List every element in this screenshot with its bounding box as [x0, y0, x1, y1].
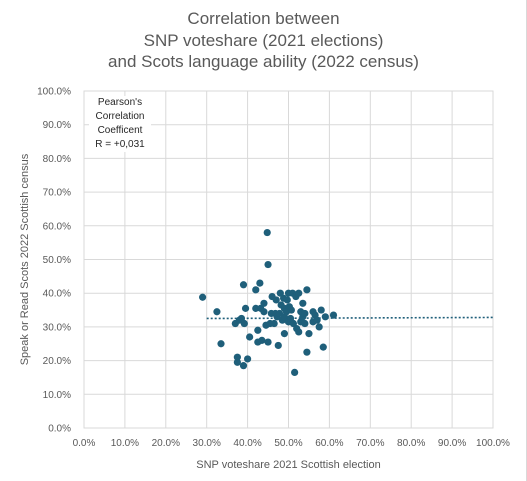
- data-point: [263, 228, 271, 237]
- plot-area-frame: [83, 90, 494, 429]
- data-point: [233, 358, 241, 366]
- y-tick-label: 0.0%: [48, 424, 71, 435]
- y-tick-label: 80.0%: [43, 154, 71, 165]
- data-point: [313, 316, 321, 324]
- y-tick-label: 100.0%: [37, 87, 71, 98]
- x-tick-label: 90.0%: [438, 438, 466, 449]
- data-point: [264, 338, 272, 346]
- y-tick-label: 40.0%: [43, 289, 71, 300]
- data-point: [241, 304, 250, 312]
- data-point: [199, 293, 207, 301]
- data-point: [270, 319, 278, 328]
- y-axis-ticks: 0.0% 10.0% 20.0% 30.0% 40.0% 50.0% 60.0% 70.0% 8…: [37, 87, 71, 435]
- data-point: [287, 306, 295, 314]
- data-point: [264, 260, 272, 269]
- y-tick-label: 10.0%: [43, 390, 71, 401]
- data-point: [258, 336, 266, 344]
- data-point: [244, 355, 252, 363]
- x-tick-label: 20.0%: [152, 438, 180, 449]
- annotation-line-4: R = +0,031: [95, 139, 145, 150]
- data-point: [303, 286, 311, 294]
- x-tick-label: 30.0%: [193, 438, 221, 449]
- x-tick-label: 60.0%: [315, 438, 343, 449]
- data-point: [240, 319, 248, 328]
- annotation-line-3: Coefficent: [97, 125, 143, 136]
- data-point: [213, 308, 221, 316]
- data-point: [301, 309, 309, 318]
- data-point: [272, 296, 280, 304]
- x-axis-ticks: 0.0% 10.0% 20.0% 30.0% 40.0% 50.0% 60.0% 70.0% 8…: [73, 438, 510, 449]
- data-point: [233, 353, 241, 361]
- data-point: [317, 306, 325, 314]
- x-tick-label: 70.0%: [356, 438, 384, 449]
- data-point: [299, 299, 307, 307]
- annotation-line-1: Pearson's: [97, 97, 143, 108]
- trendline: [206, 316, 494, 320]
- y-axis-label: Speak or Read Scots 2022 Scottish census: [19, 153, 31, 365]
- data-point: [217, 340, 225, 348]
- data-point: [283, 296, 291, 304]
- data-point: [256, 279, 264, 287]
- data-points: [199, 228, 338, 376]
- data-point: [274, 341, 282, 350]
- chart-title-line-1: Correlation between: [187, 9, 340, 28]
- data-point: [260, 308, 268, 316]
- data-point: [303, 348, 311, 356]
- y-tick-label: 70.0%: [43, 188, 71, 199]
- data-point: [295, 289, 303, 297]
- x-tick-label: 10.0%: [111, 438, 139, 449]
- y-tick-label: 30.0%: [43, 322, 71, 333]
- y-tick-label: 50.0%: [43, 255, 71, 266]
- data-point: [239, 362, 248, 370]
- chart-title-line-3: and Scots language ability (2022 census): [108, 52, 419, 71]
- data-point: [252, 286, 260, 294]
- data-point: [321, 313, 329, 321]
- chart-title: Correlation between SNP voteshare (2021 …: [0, 8, 527, 73]
- data-point: [291, 368, 299, 376]
- data-point: [280, 330, 289, 338]
- data-point: [254, 326, 262, 334]
- y-tick-label: 20.0%: [43, 356, 71, 367]
- y-tick-label: 90.0%: [43, 120, 71, 131]
- y-tick-label: 60.0%: [43, 221, 71, 232]
- correlation-annotation: Pearson's Correlation Coefficent R = +0,…: [89, 96, 151, 152]
- x-axis-label: SNP voteshare 2021 Scottish election: [196, 459, 380, 471]
- data-point: [301, 319, 309, 328]
- x-tick-label: 50.0%: [274, 438, 302, 449]
- x-tick-label: 40.0%: [233, 438, 261, 449]
- chart-title-line-2: SNP voteshare (2021 elections): [143, 30, 384, 50]
- x-tick-label: 0.0%: [73, 438, 96, 449]
- data-point: [305, 330, 313, 338]
- data-point: [260, 299, 268, 307]
- data-point: [329, 311, 338, 319]
- data-point: [315, 323, 323, 331]
- annotation-line-2: Correlation: [95, 111, 145, 122]
- data-point: [319, 343, 327, 351]
- x-tick-label: 80.0%: [397, 438, 425, 449]
- data-point: [239, 281, 248, 289]
- data-point: [246, 333, 254, 341]
- data-point: [295, 328, 303, 336]
- x-tick-label: 100.0%: [476, 438, 510, 449]
